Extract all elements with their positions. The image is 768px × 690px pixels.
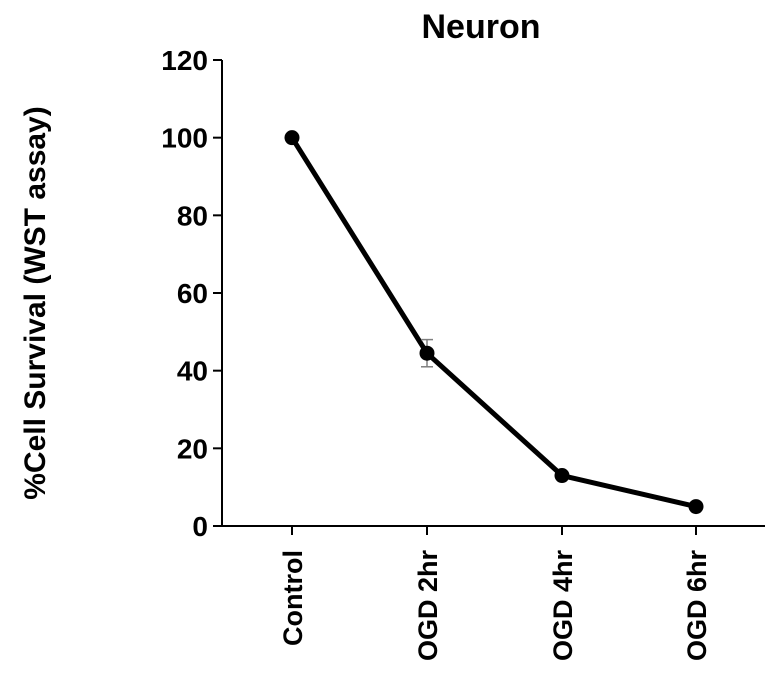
x-axis: Control OGD 2hr OGD 4hr OGD 6hr: [222, 525, 765, 662]
data-point: [284, 130, 300, 146]
series-group: [284, 130, 704, 515]
x-tick-label: OGD 2hr: [413, 550, 443, 662]
y-tick-label: 100: [161, 123, 208, 154]
y-axis-label: %Cell Survival (WST assay): [19, 106, 52, 500]
chart-title: Neuron: [422, 8, 541, 46]
series-line: [289, 136, 697, 510]
x-tick-label: Control: [278, 550, 308, 646]
y-tick-label: 80: [177, 200, 208, 231]
x-tick-label: OGD 4hr: [548, 550, 578, 662]
y-tick-label: 120: [161, 45, 208, 76]
data-point: [419, 345, 435, 361]
data-point: [554, 468, 570, 484]
data-point: [688, 499, 704, 515]
y-tick-label: 40: [177, 356, 208, 387]
y-tick-label: 60: [177, 278, 208, 309]
y-axis: 0 20 40 60 80 100 120: [161, 45, 223, 542]
x-tick-label: OGD 6hr: [682, 550, 712, 662]
y-tick-label: 0: [192, 511, 208, 542]
y-tick-label: 20: [177, 433, 208, 464]
